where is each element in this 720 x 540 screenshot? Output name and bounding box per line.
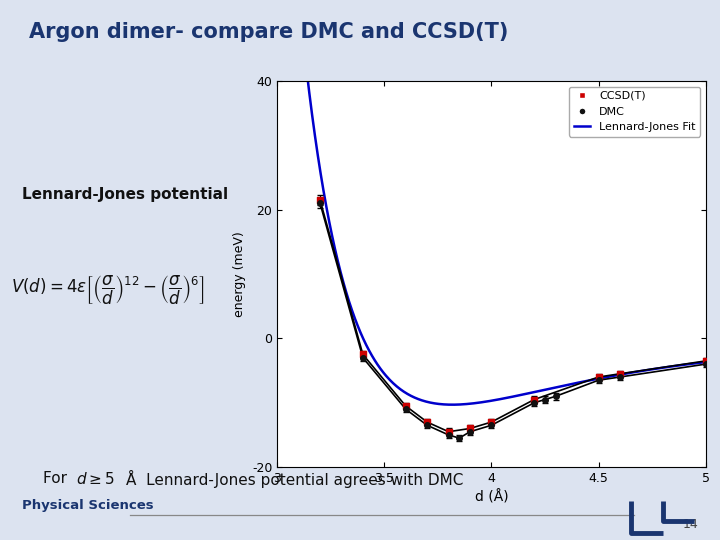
DMC <box>454 434 465 442</box>
DMC <box>614 373 626 381</box>
CCSD(T) <box>400 402 412 410</box>
CCSD(T) <box>464 424 476 433</box>
X-axis label: d (Å): d (Å) <box>474 490 508 505</box>
Lennard-Jones Fit <box>571 380 580 387</box>
CCSD(T) <box>443 427 454 436</box>
Lennard-Jones Fit <box>608 373 616 380</box>
DMC <box>550 392 562 401</box>
DMC <box>443 430 454 439</box>
Y-axis label: energy (meV): energy (meV) <box>233 231 246 317</box>
Lennard-Jones Fit <box>448 401 456 408</box>
DMC <box>464 427 476 436</box>
Text: Physical Sciences: Physical Sciences <box>22 499 153 512</box>
DMC <box>400 405 412 414</box>
CCSD(T) <box>421 418 433 427</box>
Text: For: For <box>43 471 77 487</box>
CCSD(T) <box>528 395 540 404</box>
Lennard-Jones Fit <box>286 65 294 71</box>
CCSD(T) <box>357 350 369 359</box>
Text: Å  Lennard-Jones potential agrees with DMC: Å Lennard-Jones potential agrees with DM… <box>126 470 464 488</box>
Legend: CCSD(T), DMC, Lennard-Jones Fit: CCSD(T), DMC, Lennard-Jones Fit <box>569 86 700 137</box>
DMC <box>593 376 604 384</box>
CCSD(T) <box>486 418 498 427</box>
Lennard-Jones Fit <box>480 399 488 405</box>
DMC <box>528 399 540 407</box>
CCSD(T) <box>700 356 711 365</box>
DMC <box>315 199 326 207</box>
DMC <box>539 395 551 404</box>
Text: 14: 14 <box>683 518 698 531</box>
CCSD(T) <box>315 195 326 204</box>
Lennard-Jones Fit <box>712 357 720 364</box>
Text: $d\geq5$: $d\geq5$ <box>76 471 114 487</box>
Lennard-Jones Fit <box>538 387 546 394</box>
DMC <box>700 360 711 368</box>
Text: Lennard-Jones potential: Lennard-Jones potential <box>22 187 228 202</box>
Lennard-Jones Fit <box>395 386 404 392</box>
DMC <box>421 421 433 430</box>
Lennard-Jones Fit <box>361 340 370 347</box>
CCSD(T) <box>614 369 626 378</box>
CCSD(T) <box>593 373 604 381</box>
Text: $V(d)=4\varepsilon\left[\left(\dfrac{\sigma}{d}\right)^{12}-\left(\dfrac{\sigma}: $V(d)=4\varepsilon\left[\left(\dfrac{\si… <box>11 273 204 307</box>
DMC <box>486 421 498 430</box>
DMC <box>357 353 369 362</box>
Line: Lennard-Jones Fit: Lennard-Jones Fit <box>290 68 716 404</box>
Text: Argon dimer- compare DMC and CCSD(T): Argon dimer- compare DMC and CCSD(T) <box>29 22 508 43</box>
